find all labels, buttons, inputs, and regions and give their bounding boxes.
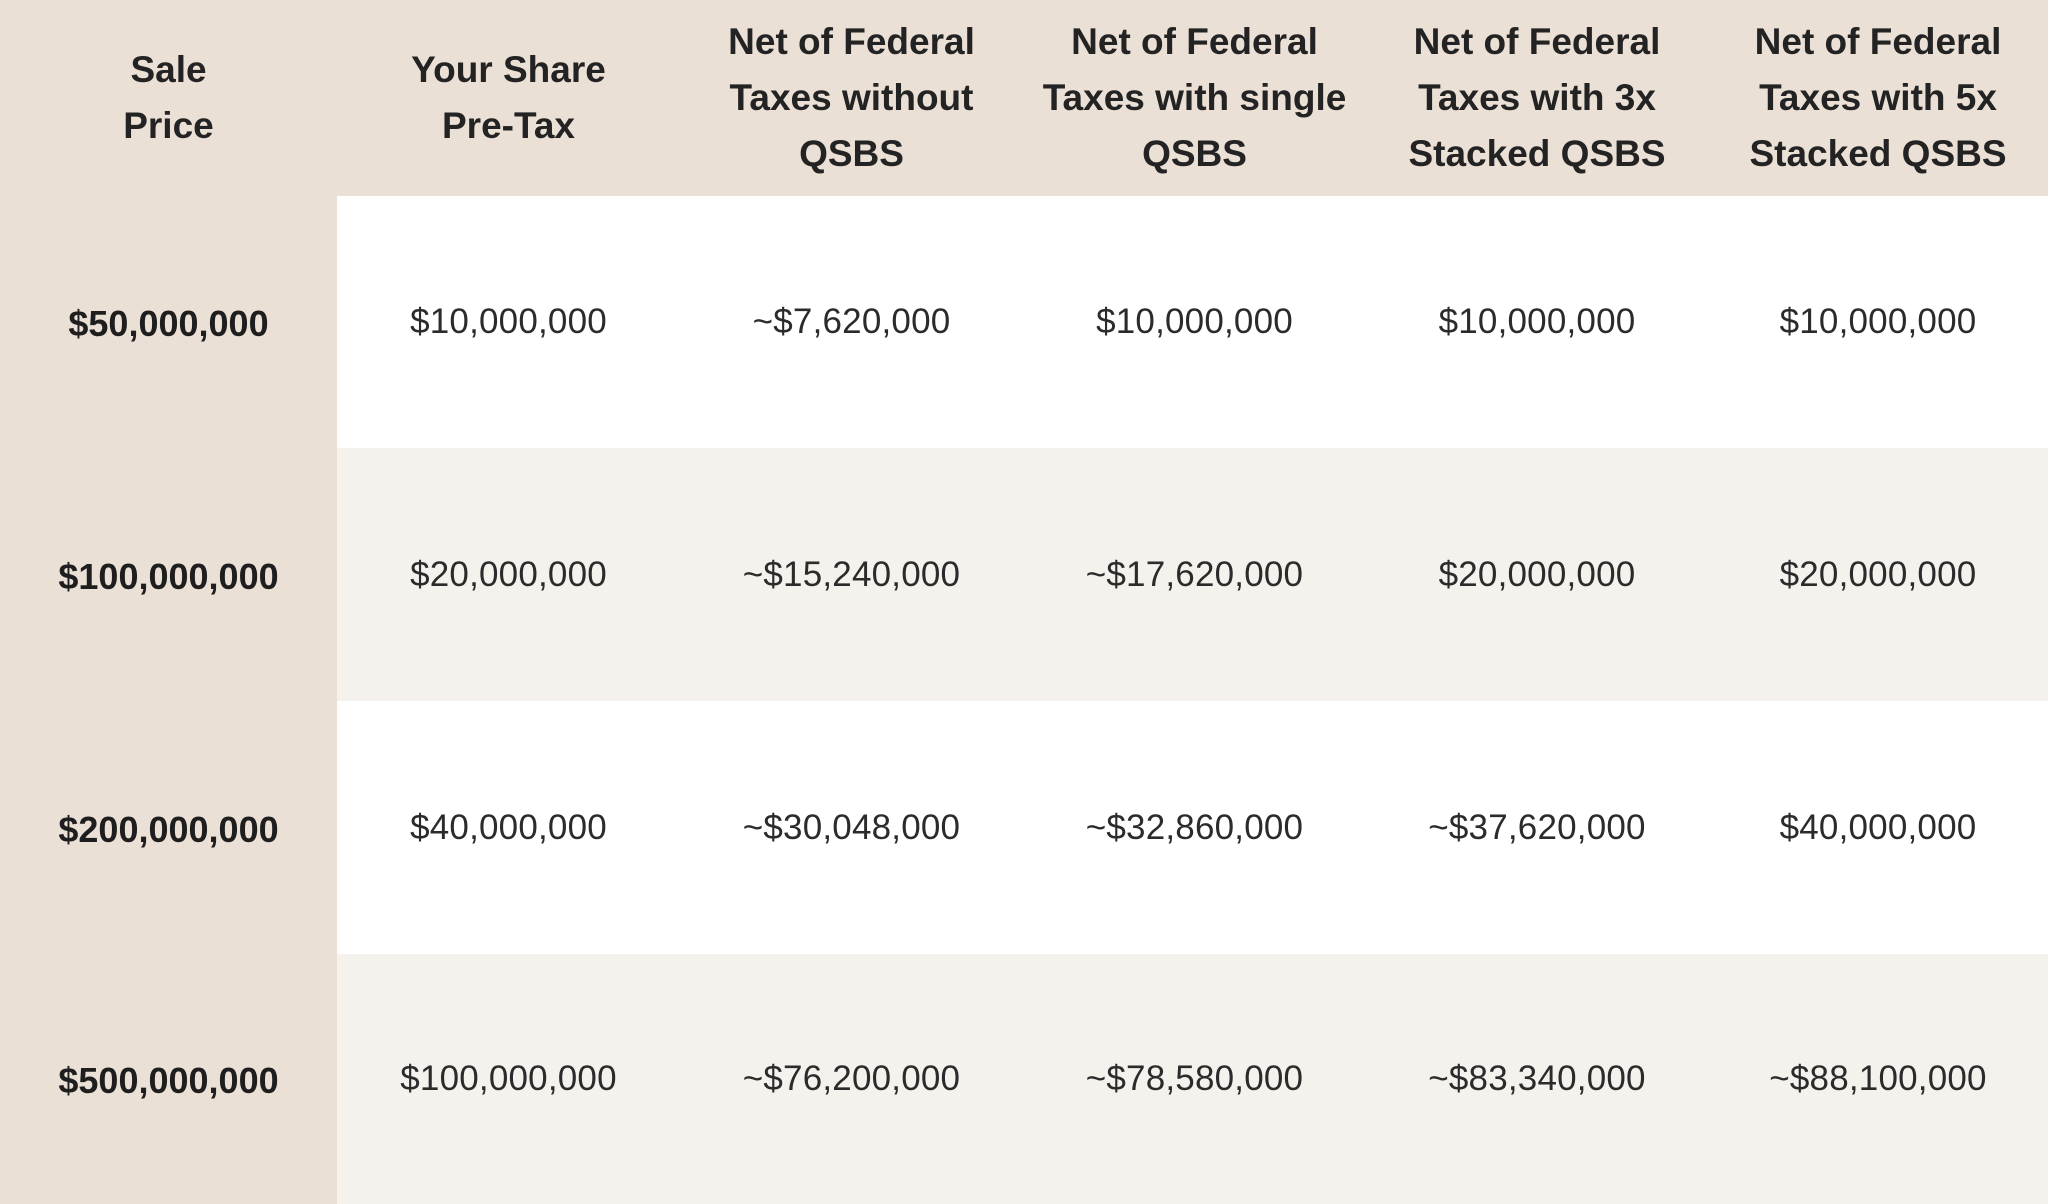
cell-your-share: $10,000,000 bbox=[337, 196, 680, 448]
cell-your-share: $20,000,000 bbox=[337, 448, 680, 701]
cell-net-5x-qsbs: $20,000,000 bbox=[1708, 448, 2048, 701]
header-label: Net of Federal Taxes with single QSBS bbox=[1042, 21, 1347, 174]
header-net-single-qsbs: Net of Federal Taxes with single QSBS bbox=[1023, 0, 1366, 196]
cell-net-5x-qsbs: $40,000,000 bbox=[1708, 701, 2048, 954]
cell-your-share: $40,000,000 bbox=[337, 701, 680, 954]
cell-net-5x-qsbs: $10,000,000 bbox=[1708, 196, 2048, 448]
cell-net-3x-qsbs: $20,000,000 bbox=[1366, 448, 1708, 701]
cell-net-5x-qsbs: ~$88,100,000 bbox=[1708, 954, 2048, 1204]
header-label: Sale Price bbox=[123, 49, 214, 146]
header-label: Net of Federal Taxes without QSBS bbox=[728, 21, 975, 174]
header-your-share-pre-tax: Your Share Pre-Tax bbox=[337, 0, 680, 196]
cell-net-without-qsbs: ~$76,200,000 bbox=[680, 954, 1023, 1204]
header-net-5x-stacked-qsbs: Net of Federal Taxes with 5x Stacked QSB… bbox=[1708, 0, 2048, 196]
cell-your-share: $100,000,000 bbox=[337, 954, 680, 1204]
row-sale-price: $500,000,000 bbox=[0, 954, 337, 1204]
header-net-3x-stacked-qsbs: Net of Federal Taxes with 3x Stacked QSB… bbox=[1366, 0, 1708, 196]
header-label: Net of Federal Taxes with 5x Stacked QSB… bbox=[1749, 21, 2007, 174]
cell-net-3x-qsbs: $10,000,000 bbox=[1366, 196, 1708, 448]
cell-net-without-qsbs: ~$30,048,000 bbox=[680, 701, 1023, 954]
cell-net-single-qsbs: ~$17,620,000 bbox=[1023, 448, 1366, 701]
cell-net-single-qsbs: $10,000,000 bbox=[1023, 196, 1366, 448]
row-sale-price: $50,000,000 bbox=[0, 196, 337, 448]
header-label: Your Share Pre-Tax bbox=[411, 49, 606, 146]
cell-net-single-qsbs: ~$78,580,000 bbox=[1023, 954, 1366, 1204]
row-sale-price: $200,000,000 bbox=[0, 701, 337, 954]
cell-net-without-qsbs: ~$15,240,000 bbox=[680, 448, 1023, 701]
header-sale-price: Sale Price bbox=[0, 0, 337, 196]
cell-net-3x-qsbs: ~$83,340,000 bbox=[1366, 954, 1708, 1204]
header-net-without-qsbs: Net of Federal Taxes without QSBS bbox=[680, 0, 1023, 196]
cell-net-3x-qsbs: ~$37,620,000 bbox=[1366, 701, 1708, 954]
cell-net-single-qsbs: ~$32,860,000 bbox=[1023, 701, 1366, 954]
cell-net-without-qsbs: ~$7,620,000 bbox=[680, 196, 1023, 448]
row-sale-price: $100,000,000 bbox=[0, 448, 337, 701]
header-label: Net of Federal Taxes with 3x Stacked QSB… bbox=[1408, 21, 1666, 174]
